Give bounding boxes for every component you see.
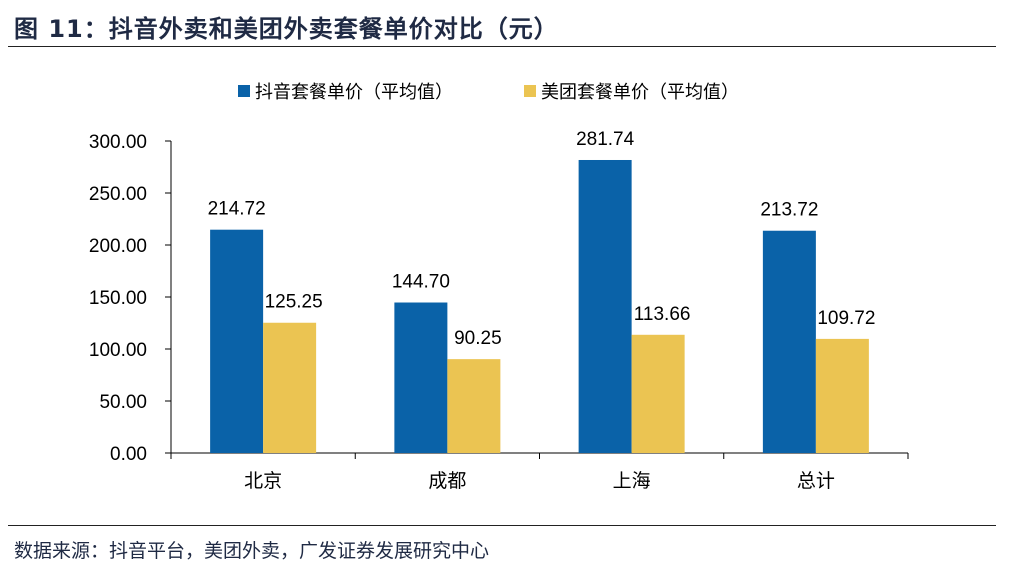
bar-meituan (263, 322, 317, 453)
y-tick-label: 300.00 (89, 132, 147, 153)
bar-douyin (394, 302, 448, 453)
bar-value-label: 90.25 (454, 328, 502, 349)
bar-value-label: 214.72 (208, 199, 266, 220)
bar-value-label: 109.72 (817, 308, 875, 329)
x-category-label: 上海 (613, 470, 651, 492)
y-tick-label: 0.00 (110, 444, 147, 465)
legend-label: 美团套餐单价（平均值） (541, 82, 739, 103)
bottom-rule (8, 525, 996, 526)
bar-meituan (447, 359, 501, 453)
top-rule (8, 46, 996, 47)
source-note: 数据来源：抖音平台，美团外卖，广发证券发展研究中心 (14, 540, 490, 562)
bar-douyin (210, 229, 264, 453)
bar-value-label: 281.74 (576, 129, 635, 150)
bar-value-label: 213.72 (760, 200, 818, 221)
bar-douyin (578, 159, 632, 453)
bar-meituan (815, 338, 869, 453)
x-category-label: 总计 (797, 470, 835, 492)
x-category-label: 成都 (428, 470, 466, 492)
bar-value-label: 144.70 (392, 272, 450, 293)
y-tick-label: 150.00 (89, 288, 147, 309)
legend-label: 抖音套餐单价（平均值） (255, 82, 453, 103)
x-category-label: 北京 (244, 470, 282, 492)
bar-meituan (631, 334, 685, 453)
y-tick-label: 100.00 (89, 340, 147, 361)
bar-douyin (762, 230, 816, 453)
y-tick-label: 50.00 (99, 392, 147, 413)
bar-value-label: 113.66 (634, 304, 691, 325)
legend-swatch (238, 85, 250, 97)
y-tick-label: 200.00 (89, 236, 147, 257)
y-tick-label: 250.00 (89, 184, 147, 205)
bar-value-label: 125.25 (265, 292, 323, 313)
figure-title: 图 11：抖音外卖和美团外卖套餐单价对比（元） (14, 15, 559, 43)
legend-swatch (524, 85, 536, 97)
